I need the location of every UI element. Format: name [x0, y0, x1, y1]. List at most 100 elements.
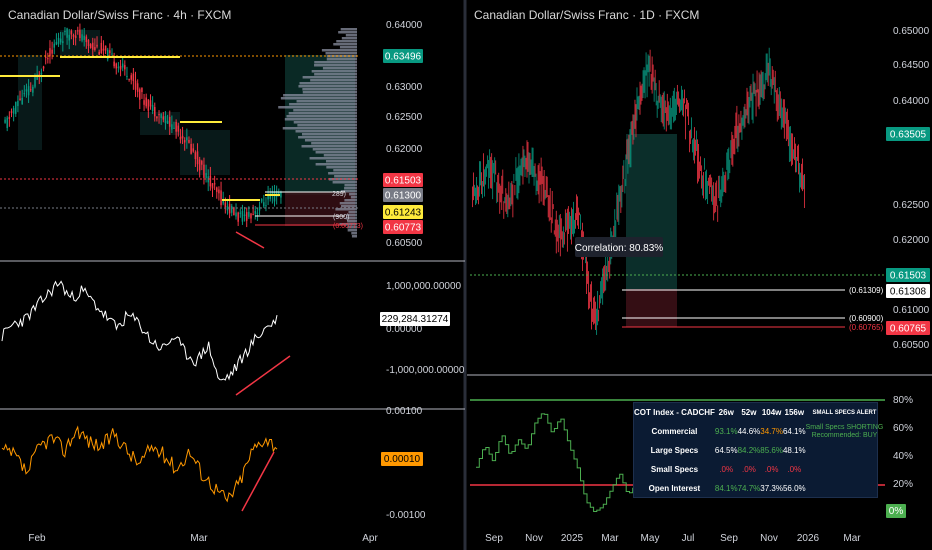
volume-profile-bar	[345, 217, 357, 220]
cot-tag	[886, 504, 906, 518]
candle-body	[57, 37, 60, 45]
candle-body	[64, 31, 66, 33]
volume-profile-bar	[339, 202, 357, 205]
volume-profile-bar	[314, 61, 357, 64]
candle-body	[117, 66, 120, 68]
candle-body	[94, 47, 96, 50]
volume-profile-bar	[295, 130, 357, 133]
level-label: (0.60773)	[333, 223, 363, 230]
candle-body	[175, 122, 177, 132]
candle-body	[151, 104, 154, 112]
cot-cell: 85.6%	[760, 446, 783, 455]
candle-body	[248, 211, 250, 217]
volume-profile-bar	[345, 34, 357, 37]
candle-body	[53, 43, 56, 48]
candle-body	[213, 183, 216, 185]
candle-body	[145, 97, 147, 107]
time-axis-label: Mar	[843, 533, 861, 544]
candle-body	[136, 83, 139, 92]
time-axis-label: Nov	[525, 533, 543, 544]
correlation-label: Correlation: 80.83%	[575, 243, 663, 254]
volume-profile-bar	[328, 178, 357, 181]
candle-body	[269, 193, 272, 199]
volume-profile-bar	[280, 97, 357, 100]
candle-body	[49, 48, 51, 57]
oscillator-axis-label: 0.00100	[386, 406, 423, 417]
price-axis-label: 0.62000	[893, 235, 930, 246]
volume-profile-bar	[284, 118, 357, 121]
cot-alert-cell	[806, 460, 884, 479]
volume-profile-bar	[348, 211, 357, 214]
candle-body	[83, 35, 85, 40]
cot-table-row: Large Specs 64.5% 84.2% 85.6% 48.1%	[634, 441, 883, 460]
candle-body	[128, 78, 130, 80]
volume-profile-bar	[302, 76, 357, 79]
volume-profile-bar	[301, 145, 357, 148]
candle-body	[89, 44, 92, 48]
candle-body	[241, 210, 244, 222]
cot-table-header-row: COT Index - CADCHF 26w 52w 104w 156w SMA…	[634, 403, 883, 422]
price-tag-text: 0.61503	[890, 271, 927, 282]
price-axis-label: 0.60500	[893, 340, 930, 351]
volume-profile-bar	[321, 49, 357, 52]
candle-body	[186, 137, 188, 141]
volume-profile-bar	[278, 106, 357, 109]
volume-profile-bar	[351, 232, 357, 235]
candle-body	[228, 203, 231, 214]
cot-index-table: COT Index - CADCHF 26w 52w 104w 156w SMA…	[633, 402, 883, 498]
candle-body	[68, 34, 70, 41]
candle-body	[100, 42, 103, 54]
volume-profile-bar	[288, 112, 357, 115]
volume-profile-bar	[347, 220, 357, 223]
oscillator-line	[1, 425, 278, 503]
candle-body	[168, 116, 171, 127]
price-tag-text: 0.60773	[385, 223, 422, 234]
candle-body	[96, 44, 98, 47]
volume-profile-bar	[298, 85, 357, 88]
volume-profile-bar	[315, 151, 357, 154]
trend-line	[241, 451, 275, 512]
volume-profile-bar	[312, 148, 357, 151]
price-tag-text: 0.61243	[385, 208, 422, 219]
oscillator-axis-label: 0.00000	[386, 324, 423, 335]
value-area-box	[626, 134, 677, 289]
correlation-badge	[575, 237, 663, 257]
volume-profile-bar	[347, 226, 357, 229]
cot-cell: 74.7%	[737, 484, 761, 493]
candle-body	[149, 100, 152, 107]
volume-profile-bar	[297, 124, 357, 127]
candle-body	[181, 135, 184, 139]
volume-profile-bar	[309, 157, 357, 160]
cot-table-title: COT Index - CADCHF	[634, 408, 715, 417]
cot-axis-label: 20%	[893, 479, 913, 490]
candle-body	[130, 75, 133, 80]
volume-profile-bar	[334, 175, 357, 178]
candle-body	[27, 86, 30, 96]
volume-profile-bar	[301, 133, 357, 136]
candle-body	[74, 35, 77, 39]
volume-profile-bar	[323, 154, 357, 157]
candle-body	[158, 114, 160, 116]
candle-body	[55, 41, 58, 45]
oscillator-tag-text: 229,284.31274	[382, 314, 449, 325]
level-label: (0.61309)	[849, 286, 884, 295]
price-tag	[383, 220, 423, 234]
cot-index-line	[476, 413, 637, 512]
candle-body	[111, 53, 113, 55]
candle-body	[17, 100, 19, 107]
cot-cell: 37.3%	[760, 484, 783, 493]
candle-body	[77, 30, 79, 32]
price-axis-label: 0.63000	[386, 82, 423, 93]
price-tag	[383, 173, 423, 187]
volume-profile-bar	[302, 91, 357, 94]
price-tag-text: 0.61308	[890, 287, 927, 298]
candle-body	[25, 89, 28, 92]
candle-body	[230, 205, 233, 213]
cot-axis-label: 80%	[893, 395, 913, 406]
candle-body	[143, 100, 145, 105]
volume-profile-bar	[299, 82, 357, 85]
price-tag-text: 0.61300	[385, 191, 422, 202]
candle-body	[6, 117, 8, 129]
time-axis-label: Jul	[682, 533, 695, 544]
